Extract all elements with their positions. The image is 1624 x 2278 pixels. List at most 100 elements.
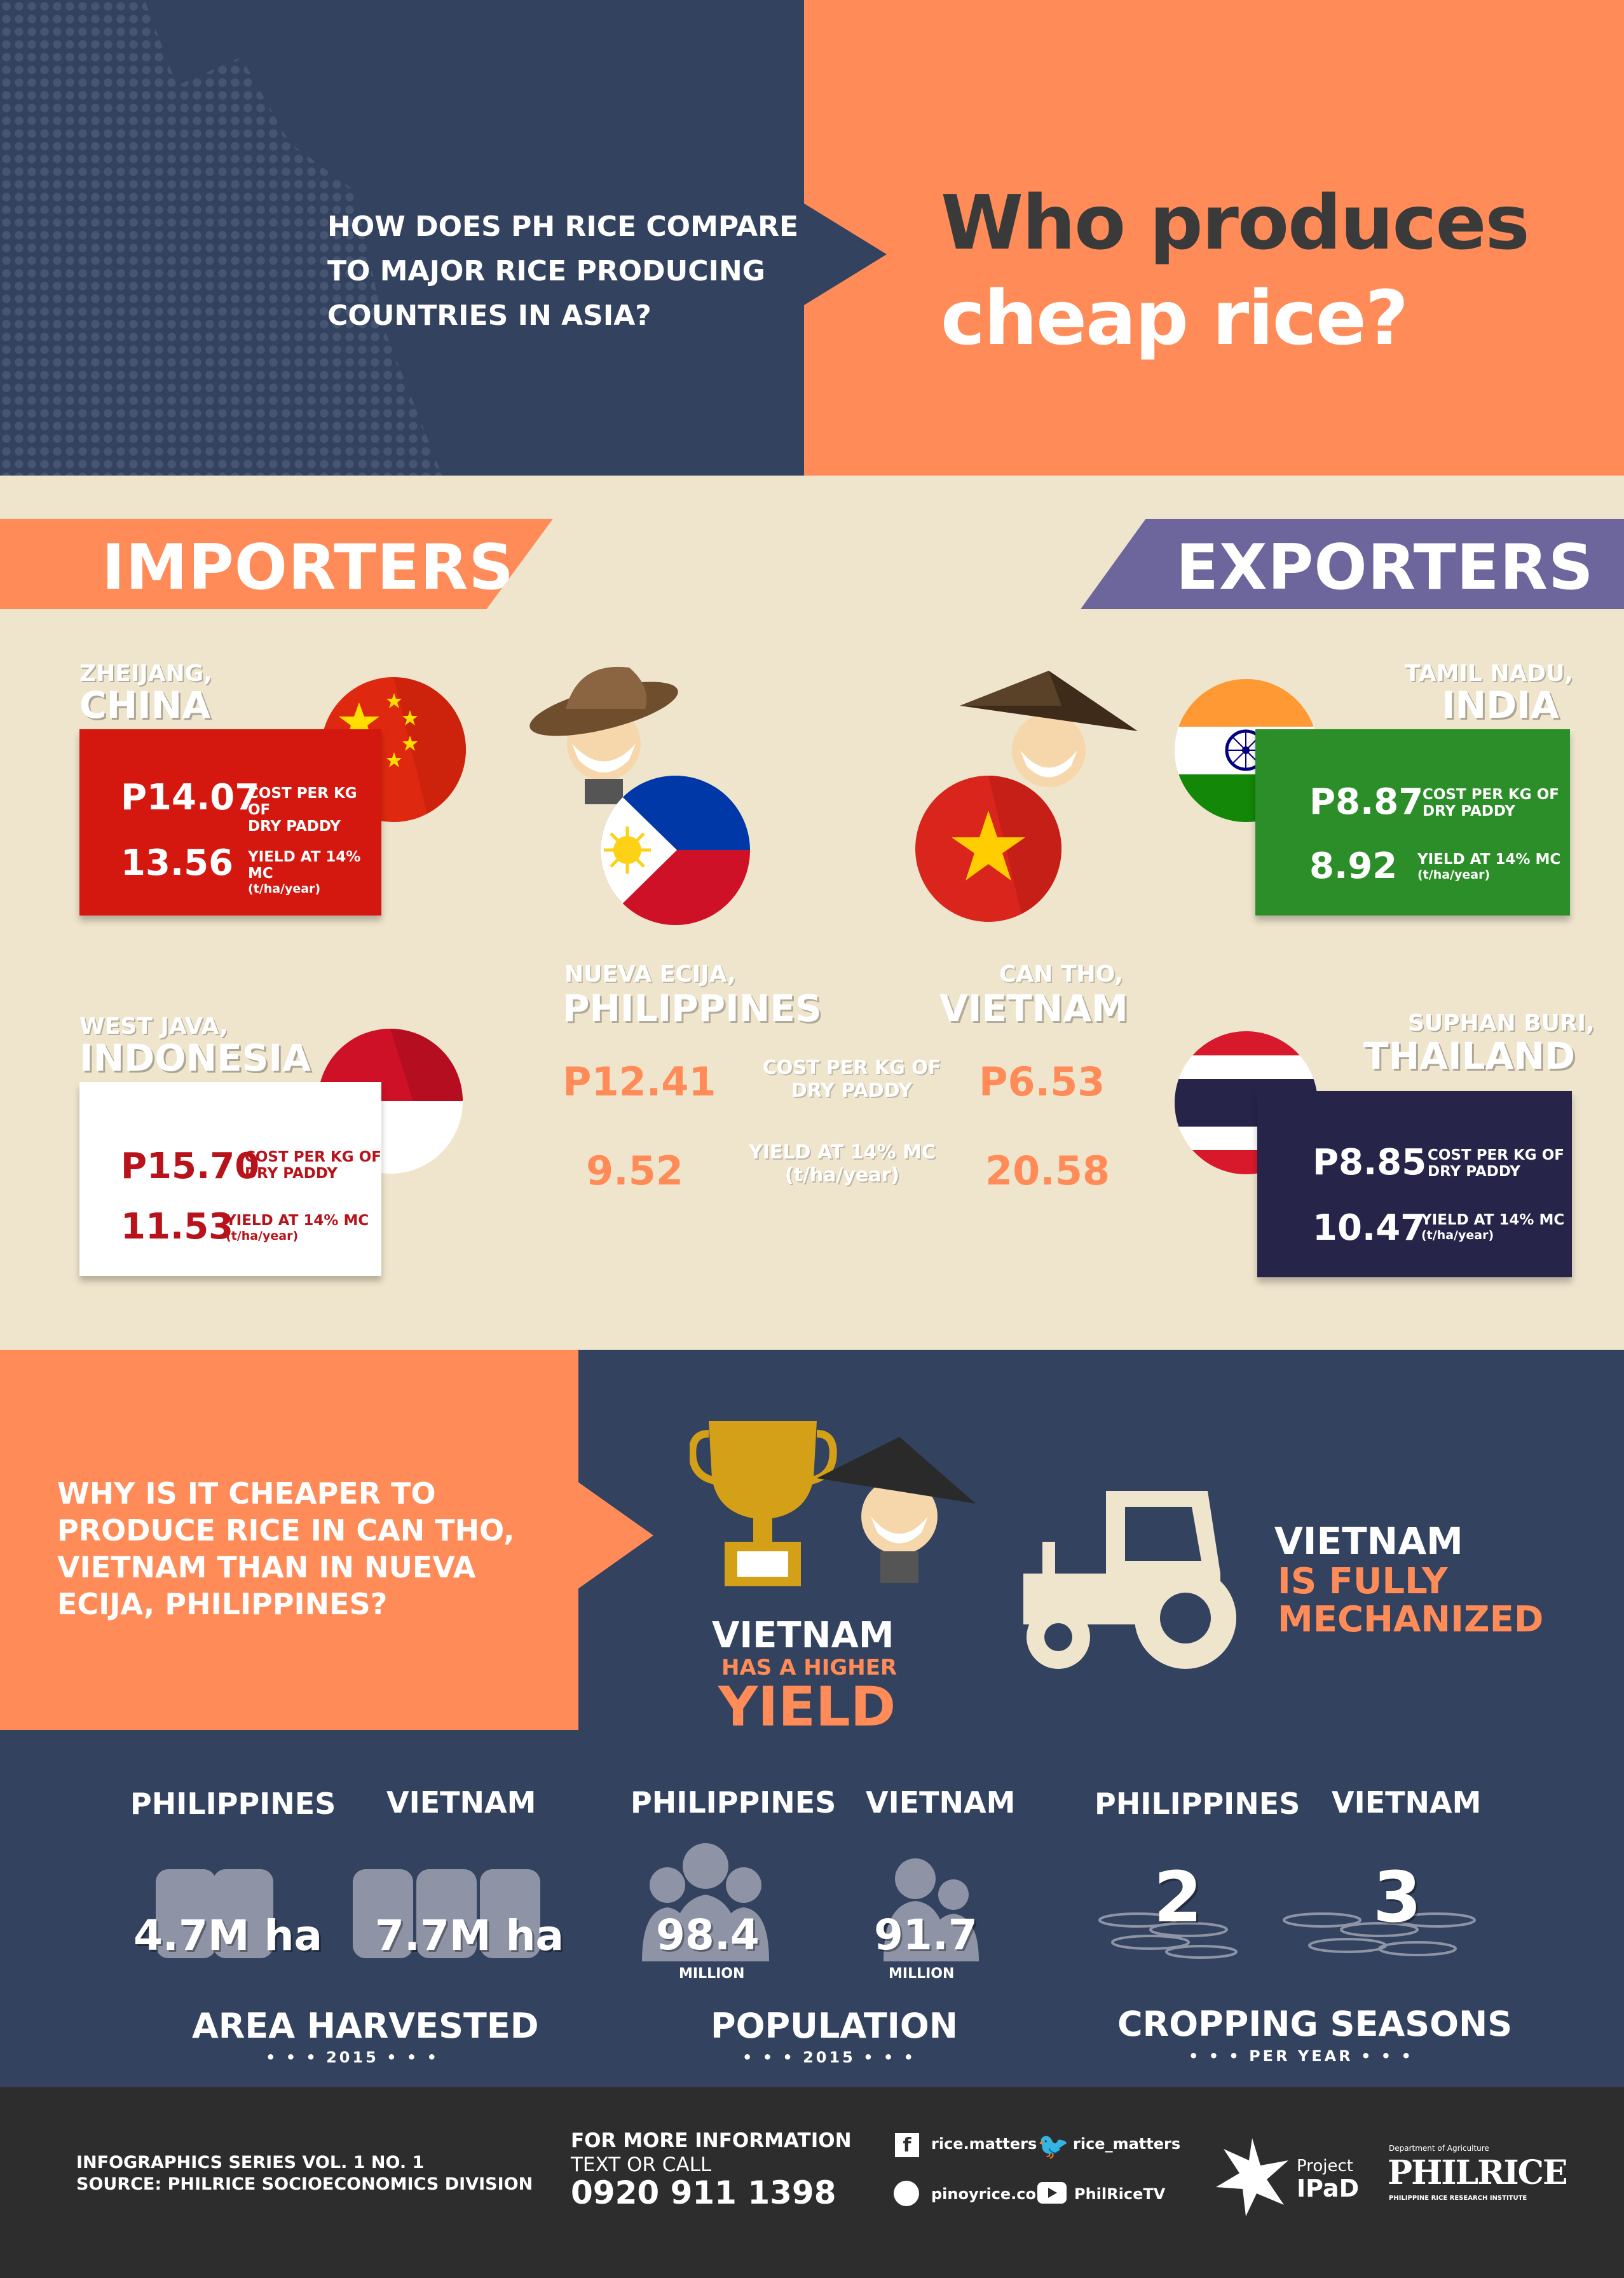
pop-ph-value: 98.4 [656,1911,760,1959]
thailand-price-label: COST PER KG OF DRY PADDY [1428,1147,1564,1180]
thailand-region: SUPHAN BURI, [1408,1010,1595,1036]
pop-ph-label: PHILIPPINES [631,1785,836,1820]
india-yield: 8.92 [1309,846,1398,887]
pop-vn-label: VIETNAM [866,1785,1016,1820]
exporters-label: EXPORTERS [1176,532,1594,604]
season-vn-value: 3 [1373,1856,1422,1938]
compare-yield-label: YIELD AT 14% MC (t/ha/year) [749,1141,936,1186]
pop-ph-unit: MILLION [679,1966,745,1982]
twitter-icon[interactable]: 🐦 [1037,2132,1069,2161]
website-link[interactable]: pinoyrice.com [931,2185,1053,2203]
china-price: P14.07 [121,777,260,818]
india-yield-label: YIELD AT 14% MC (t/ha/year) [1417,851,1561,882]
india-price-label: COST PER KG OF DRY PADDY [1423,786,1559,820]
ipad-star-logo-icon [1211,2135,1293,2218]
pop-sub: • • • 2015 • • • [742,2048,916,2066]
ph-price: P12.41 [563,1059,716,1105]
exporters-ribbon: EXPORTERS [1081,519,1624,609]
indonesia-yield: 11.53 [121,1206,234,1247]
china-price-label: COST PER KG OF DRY PADDY [248,785,357,835]
area-ph-label: PHILIPPINES [130,1787,336,1821]
vietnamese-farmer-icon [953,661,1144,788]
area-vn-label: VIETNAM [386,1785,536,1820]
season-sub: • • • PER YEAR • • • [1189,2047,1414,2065]
tractor-icon [1017,1485,1259,1675]
footer-phone[interactable]: 0920 911 1398 [571,2174,836,2211]
season-vn-label: VIETNAM [1332,1785,1482,1820]
header-left-panel [0,0,804,476]
vn-region: CAN THO, [999,961,1124,987]
thailand-card: P8.85 COST PER KG OF DRY PADDY 10.47 YIEL… [1257,1091,1572,1277]
rice-grain-icons [1093,1895,1506,1965]
philrice-logo: PHILRICE [1388,2153,1568,2192]
project-label: Project [1297,2157,1353,2176]
thailand-country: THAILAND [1363,1034,1576,1078]
thailand-price: P8.85 [1313,1142,1427,1183]
vn-price: P6.53 [979,1059,1105,1105]
compare-price-label: COST PER KG OF DRY PADDY [762,1057,941,1102]
china-yield: 13.56 [121,842,234,884]
website-icon[interactable] [894,2181,919,2206]
india-card: P8.87 COST PER KG OF DRY PADDY 8.92 YIELD… [1255,729,1570,916]
pop-vn-value: 91.7 [874,1911,978,1959]
area-title: AREA HARVESTED [192,2006,539,2046]
indonesia-card: P15.70 COST PER KG OF DRY PADDY 11.53 YIE… [79,1082,381,1276]
indonesia-price: P15.70 [121,1146,260,1187]
philrice-full: PHILIPPINE RICE RESEARCH INSTITUTE [1389,2195,1527,2202]
area-ph-value: 4.7M ha [133,1911,323,1960]
indonesia-yield-label: YIELD AT 14% MC (t/ha/year) [226,1212,369,1243]
pop-title: POPULATION [711,2006,958,2046]
indonesia-price-label: COST PER KG OF DRY PADDY [245,1149,381,1182]
title-line-1: Who produces [941,179,1530,266]
thailand-yield: 10.47 [1313,1207,1426,1249]
dept-label: Department of Agriculture [1389,2144,1489,2153]
pop-vn-unit: MILLION [889,1966,955,1982]
thailand-yield-label: YIELD AT 14% MC (t/ha/year) [1421,1212,1565,1242]
why-left-panel [0,1350,578,1730]
china-country: CHINA [79,683,211,727]
season-ph-label: PHILIPPINES [1095,1787,1300,1821]
area-sub: • • • 2015 • • • [266,2048,439,2066]
people-icons [636,1841,992,1968]
season-title: CROPPING SEASONS [1117,2004,1513,2044]
why-arrow [577,1481,653,1589]
vn-yield: 20.58 [985,1148,1110,1194]
philippine-farmer-icon [508,648,699,814]
why-mech-lines: IS FULLY MECHANIZED [1278,1561,1544,1640]
ipad-label: IPaD [1297,2174,1360,2202]
footer-source: INFOGRAPHICS SERIES VOL. 1 NO. 1 SOURCE: … [76,2153,533,2194]
facebook-icon[interactable]: f [895,2133,919,2157]
title-line-2: cheap rice? [941,274,1409,362]
why-yield-line2: HAS A HIGHER [721,1655,897,1680]
china-region: ZHEIJANG, [79,661,212,687]
header-right-panel [804,0,1624,476]
vietnam-flag-icon [915,776,1061,922]
trophy-icon [688,1408,982,1599]
india-country: INDIA [1442,683,1559,727]
ph-region: NUEVA ECIJA, [564,961,736,987]
youtube-handle[interactable]: PhilRiceTV [1074,2185,1166,2203]
importers-ribbon: IMPORTERS [0,519,553,609]
china-card: P14.07 COST PER KG OF DRY PADDY 13.56 YIE… [79,729,381,916]
header-question: HOW DOES PH RICE COMPARE TO MAJOR RICE P… [327,210,799,332]
footer-contact: FOR MORE INFORMATION TEXT OR CALL [571,2129,852,2176]
vn-country: VIETNAM [939,987,1128,1030]
facebook-handle[interactable]: rice.matters [931,2135,1037,2153]
indonesia-country: INDONESIA [79,1036,311,1080]
ph-yield: 9.52 [586,1148,683,1194]
rice-sack-icons [149,1863,556,1965]
header-arrow [804,203,887,305]
page-title: Who produces cheap rice? [941,175,1614,366]
why-right-panel [578,1350,1624,1730]
area-vn-value: 7.7M ha [375,1911,564,1960]
why-mech-line1: VIETNAM [1274,1520,1463,1563]
india-region: TAMIL NADU, [1405,661,1574,687]
why-question: WHY IS IT CHEAPER TO PRODUCE RICE IN CAN… [57,1476,515,1621]
ph-country: PHILIPPINES [563,987,822,1030]
india-price: P8.87 [1309,781,1424,823]
youtube-icon[interactable] [1037,2182,1067,2204]
twitter-handle[interactable]: rice_matters [1073,2135,1181,2153]
why-yield-line1: VIETNAM [712,1615,894,1656]
why-yield-line3: YIELD [718,1675,896,1739]
importers-label: IMPORTERS [102,532,515,604]
